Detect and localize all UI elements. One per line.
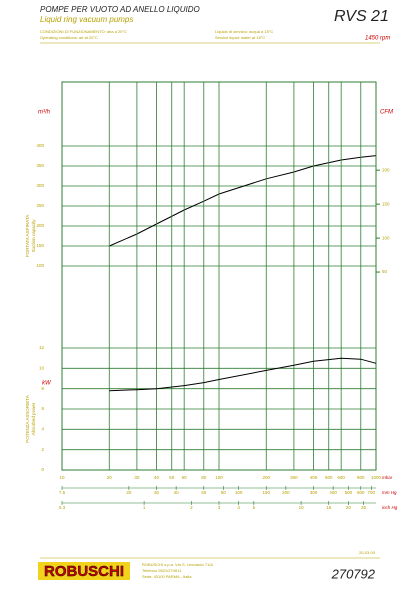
y-unit: kW	[42, 381, 52, 387]
code: 270792	[331, 566, 376, 581]
scale-unit: inch Hg	[382, 505, 398, 510]
y2-tick-label: 100	[382, 235, 390, 240]
scale-tick-label: 15	[326, 505, 332, 510]
scale-tick-label: 60	[201, 490, 207, 495]
y2-tick-label: 50	[382, 269, 388, 274]
x-tick-label: 40	[154, 475, 160, 480]
scale-tick-label: 40	[174, 490, 180, 495]
x-tick-label: 100	[215, 475, 223, 480]
scale-tick-label: 10	[299, 505, 305, 510]
y-tick-label: 350	[36, 163, 44, 168]
scale-tick-label: 200	[282, 490, 290, 495]
y2-tick-label: 150	[382, 201, 390, 206]
y-tick-label: 100	[36, 263, 44, 268]
y-tick-label: 0	[41, 467, 44, 472]
y-tick-label: 250	[36, 203, 44, 208]
scale-tick-label: 400	[329, 490, 337, 495]
scale-tick-label: 5	[253, 505, 256, 510]
x-tick-label: 500	[325, 475, 333, 480]
y-tick-label: 10	[39, 366, 45, 371]
date: 20-03-00	[359, 550, 376, 555]
logo: ROBUSCHI	[44, 563, 124, 580]
y-tick-label: 150	[36, 243, 44, 248]
y-tick-label: 200	[36, 223, 44, 228]
address: ROBUSCHI s.p.a. Via S. Leonardo 71/A	[142, 562, 213, 567]
x-tick-label: 20	[107, 475, 113, 480]
x-tick-label: 60	[182, 475, 188, 480]
x-tick-label: 1000	[371, 475, 382, 480]
x-tick-label: 800	[357, 475, 365, 480]
address: Sede: 43100 PARMA - Italia	[142, 574, 192, 579]
scale-tick-label: 2	[190, 505, 193, 510]
scale-tick-label: 600	[357, 490, 365, 495]
y-tick-label: 12	[39, 345, 45, 350]
scale-tick-label: 30	[154, 490, 160, 495]
scale-tick-label: 20	[346, 505, 352, 510]
x-tick-label: 80	[201, 475, 207, 480]
scale-tick-label: 300	[310, 490, 318, 495]
y-tick-label: 400	[36, 143, 44, 148]
scale-tick-label: 25	[361, 505, 367, 510]
curve	[109, 357, 377, 392]
y-unit: m³/h	[38, 110, 51, 116]
scale-tick-label: 700	[368, 490, 376, 495]
scale-tick-label: 0.3	[59, 505, 66, 510]
x-tick-label: 50	[169, 475, 175, 480]
logo-box	[38, 562, 130, 580]
subtitle: Liquid ring vacuum pumps	[40, 15, 133, 24]
scale-tick-label: 3	[218, 505, 221, 510]
x-tick-label: 600	[337, 475, 345, 480]
speed: 1450 rpm	[365, 36, 390, 42]
scale-tick-label: 4	[237, 505, 240, 510]
x-tick-label: 10	[59, 475, 65, 480]
x-tick-label: 300	[290, 475, 298, 480]
note: Liquido di servizio: acqua a 15°C	[215, 29, 273, 34]
x-tick-label: 30	[134, 475, 140, 480]
y-label: POTENZA ASSORBITA	[25, 395, 30, 442]
x-unit: mbar	[382, 475, 393, 480]
note: CONDIZIONI DI FUNZIONAMENTO: aria a 20°C	[40, 29, 127, 34]
address: Telefono 0521/274911	[142, 568, 182, 573]
y-tick-label: 8	[41, 386, 44, 391]
scale-tick-label: 20	[126, 490, 132, 495]
curve	[109, 155, 377, 247]
y-tick-label: 300	[36, 183, 44, 188]
scale-tick-label: 1	[143, 505, 146, 510]
scale-tick-label: 100	[235, 490, 243, 495]
y-label-en: Suction capacity	[31, 219, 36, 253]
note: Service liquid: water at 15°C	[215, 35, 265, 40]
model: RVS 21	[334, 8, 389, 25]
scale-tick-label: 80	[221, 490, 227, 495]
x-tick-label: 200	[263, 475, 271, 480]
scale-unit: mm Hg	[382, 490, 397, 495]
scale-tick-label: 500	[345, 490, 353, 495]
y-label-en: Absorbed power	[31, 402, 36, 435]
title: POMPE PER VUOTO AD ANELLO LIQUIDO	[40, 5, 200, 14]
scale-tick-label: 150	[263, 490, 271, 495]
y-label: PORTATA ASPIRATA	[25, 215, 30, 258]
scale-tick-label: 7.5	[59, 490, 66, 495]
y-tick-label: 6	[41, 406, 44, 411]
y2-unit: CFM	[380, 110, 393, 116]
note: Operating conditions: air at 20°C	[40, 35, 98, 40]
y-tick-label: 2	[41, 447, 44, 452]
y2-tick-label: 200	[382, 167, 390, 172]
x-tick-label: 400	[310, 475, 318, 480]
y-tick-label: 4	[41, 427, 44, 432]
